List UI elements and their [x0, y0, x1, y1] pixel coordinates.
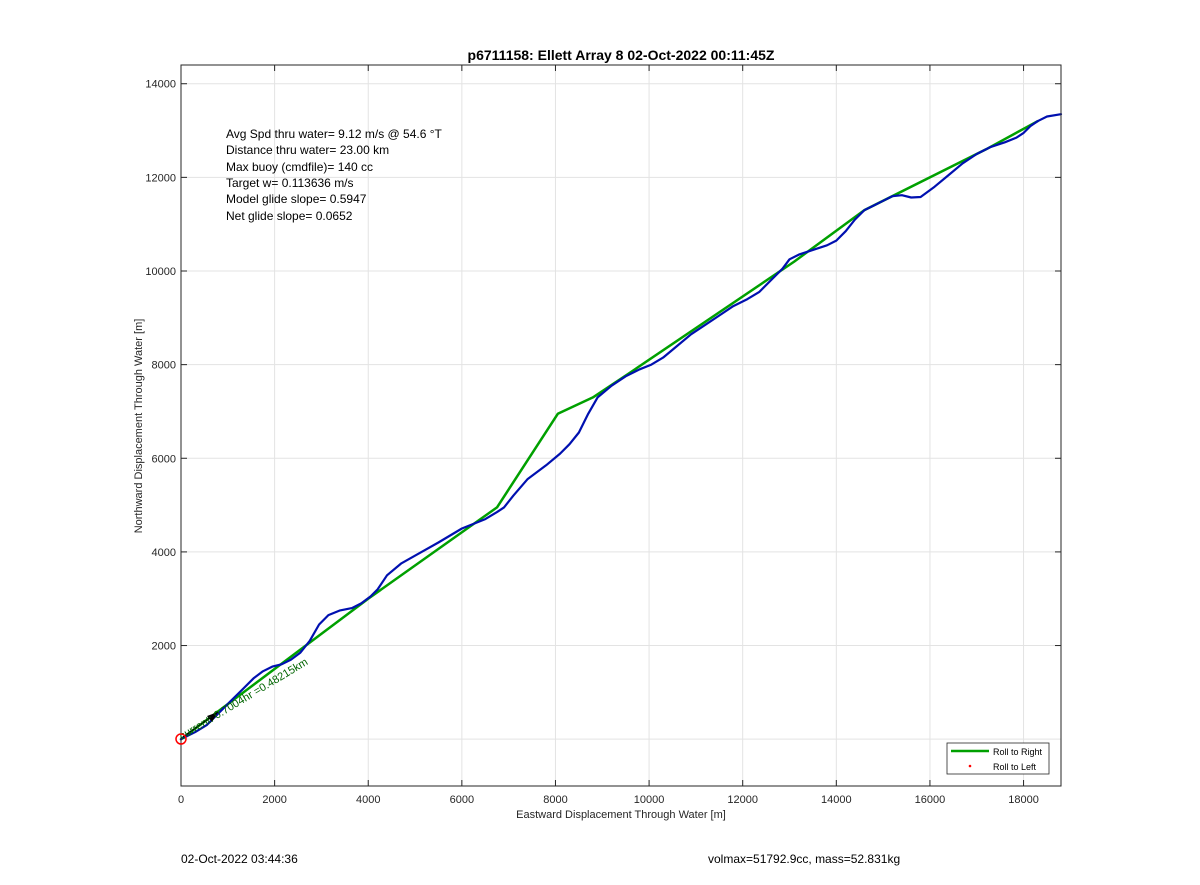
y-tick-label: 8000 — [152, 360, 176, 372]
x-tick-label: 16000 — [915, 794, 946, 806]
x-tick-label: 0 — [178, 794, 184, 806]
plot-area — [179, 113, 1063, 741]
series-track-line — [179, 113, 1063, 741]
footer-timestamp: 02-Oct-2022 03:44:36 — [181, 852, 298, 866]
y-tick-label: 2000 — [152, 641, 176, 653]
current-arrowhead — [207, 712, 218, 722]
stat-max-buoy: Max buoy (cmdfile)= 140 cc — [226, 160, 373, 174]
y-tick-label: 6000 — [152, 453, 176, 465]
x-tick-label: 8000 — [543, 794, 567, 806]
grid — [181, 65, 1061, 786]
y-tick-label: 14000 — [145, 79, 176, 91]
legend-roll-right-label: Roll to Right — [993, 747, 1043, 757]
start-marker — [175, 733, 187, 745]
legend-roll-left-label: Roll to Left — [993, 762, 1037, 772]
axes-box — [180, 64, 1062, 787]
y-tick-label: 10000 — [145, 266, 176, 278]
stat-avg-speed: Avg Spd thru water= 9.12 m/s @ 54.6 °T — [226, 127, 443, 141]
footer-volume-mass: volmax=51792.9cc, mass=52.831kg — [708, 852, 901, 866]
axis-ticks: 0 2000 4000 6000 8000 10000 12000 14000 16000 180… — [145, 65, 1061, 806]
x-tick-label: 10000 — [634, 794, 665, 806]
y-axis-label: Northward Displacement Through Water [m] — [133, 319, 145, 534]
chart-title: p6711158: Ellett Array 8 02-Oct-2022 00:… — [468, 47, 775, 63]
x-tick-label: 2000 — [262, 794, 286, 806]
legend-box — [946, 742, 1050, 775]
stat-model-glide-slope: Model glide slope= 0.5947 — [226, 192, 367, 206]
stats-annotation: Avg Spd thru water= 9.12 m/s @ 54.6 °T D… — [226, 127, 443, 223]
x-tick-label: 12000 — [727, 794, 758, 806]
legend: Roll to Right Roll to Left — [946, 742, 1050, 775]
x-tick-label: 18000 — [1008, 794, 1039, 806]
x-tick-label: 14000 — [821, 794, 852, 806]
stat-net-glide-slope: Net glide slope= 0.0652 — [226, 209, 353, 223]
x-tick-label: 6000 — [450, 794, 474, 806]
y-tick-label: 12000 — [145, 172, 176, 184]
stat-distance: Distance thru water= 23.00 km — [226, 143, 389, 157]
legend-roll-left-swatch — [968, 764, 972, 768]
x-axis-label: Eastward Displacement Through Water [m] — [516, 809, 726, 821]
stat-target-w: Target w= 0.113636 m/s — [226, 176, 354, 190]
x-tick-label: 4000 — [356, 794, 380, 806]
y-tick-label: 4000 — [152, 547, 176, 559]
